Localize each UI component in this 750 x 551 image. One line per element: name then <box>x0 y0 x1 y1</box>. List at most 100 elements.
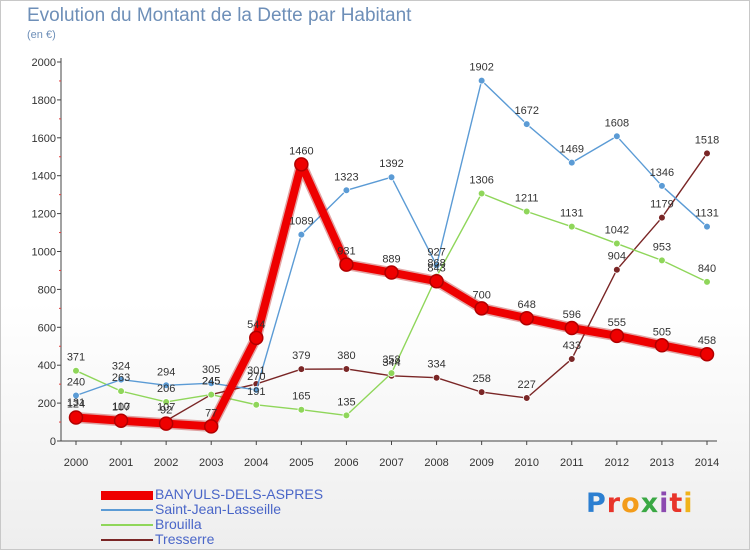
data-label: 294 <box>157 366 175 378</box>
data-label: 324 <box>112 361 130 373</box>
data-label: 165 <box>292 391 310 403</box>
data-label: 458 <box>698 335 716 347</box>
data-point <box>432 261 441 270</box>
data-label: 1179 <box>650 199 674 211</box>
logo-letter: o <box>621 488 641 519</box>
data-label: 1460 <box>289 145 313 157</box>
data-point <box>162 398 170 406</box>
data-point <box>158 416 174 431</box>
data-point <box>658 213 666 222</box>
x-tick-label: 2008 <box>424 457 448 469</box>
data-label: 1131 <box>560 208 584 220</box>
data-point <box>384 265 399 280</box>
legend-label: Saint-Jean-Lasseille <box>155 501 282 517</box>
chart-series <box>68 76 715 434</box>
legend-swatch <box>101 509 153 511</box>
data-label: 596 <box>563 309 581 321</box>
x-tick-label: 2001 <box>109 457 133 469</box>
data-label: 1042 <box>605 225 629 237</box>
data-point <box>477 388 486 396</box>
data-label: 77 <box>205 407 217 419</box>
data-label: 107 <box>157 402 175 414</box>
data-point <box>654 338 670 353</box>
data-label: 206 <box>157 383 175 395</box>
data-label: 334 <box>427 359 445 371</box>
data-point <box>342 186 351 195</box>
data-label: 358 <box>382 354 400 366</box>
data-point <box>207 379 216 388</box>
data-point <box>297 365 306 373</box>
data-label: 380 <box>337 350 355 362</box>
data-label: 1131 <box>695 208 719 220</box>
data-label: 1323 <box>334 171 358 183</box>
data-point <box>249 330 264 346</box>
data-label: 505 <box>653 326 671 338</box>
data-label: 868 <box>427 258 445 270</box>
data-point <box>252 401 261 409</box>
x-tick-label: 2010 <box>514 457 538 469</box>
data-point <box>387 369 396 377</box>
legend-swatch <box>101 524 153 526</box>
data-point <box>203 419 219 434</box>
data-label: 1608 <box>605 117 629 129</box>
data-point <box>162 381 170 390</box>
data-label: 1902 <box>469 62 493 74</box>
x-tick-label: 2009 <box>469 457 493 469</box>
legend-label: Tresserre <box>155 531 215 547</box>
data-label: 92 <box>160 405 172 417</box>
data-point <box>339 257 354 272</box>
data-label: 1306 <box>469 175 493 187</box>
x-tick-label: 2007 <box>379 457 403 469</box>
data-point <box>294 157 309 172</box>
data-label: 301 <box>247 365 265 377</box>
data-point <box>658 256 666 265</box>
proxiti-logo: Proxiti <box>586 488 694 519</box>
data-label: 927 <box>427 246 445 258</box>
legend-swatch <box>101 490 153 500</box>
data-label: 931 <box>337 246 355 258</box>
data-label: 1392 <box>379 158 403 170</box>
data-point <box>522 394 531 402</box>
data-point <box>207 390 216 399</box>
data-label: 1211 <box>515 193 539 205</box>
data-label: 1469 <box>560 144 584 156</box>
data-point <box>522 207 531 216</box>
data-point <box>477 189 486 198</box>
data-point <box>474 301 489 316</box>
data-point <box>613 132 621 141</box>
y-tick-label: 200 <box>38 398 56 410</box>
data-point <box>342 365 351 373</box>
logo-letter: P <box>586 488 607 519</box>
y-tick-label: 1600 <box>32 133 56 145</box>
data-point <box>519 310 534 326</box>
y-tick-label: 1800 <box>32 95 56 107</box>
y-tick-label: 2000 <box>32 57 56 69</box>
data-label: 245 <box>202 376 220 388</box>
data-label: 305 <box>202 364 220 376</box>
y-tick-label: 800 <box>38 284 56 296</box>
data-label: 648 <box>518 299 536 311</box>
chart-subtitle: (en €) <box>27 29 56 41</box>
data-label: 843 <box>427 262 445 274</box>
data-label: 700 <box>472 289 490 301</box>
data-label: 240 <box>67 377 85 389</box>
data-point <box>297 230 306 239</box>
data-point <box>567 158 576 167</box>
data-label: 124 <box>67 399 85 411</box>
y-tick-label: 1200 <box>32 209 56 221</box>
y-tick-label: 0 <box>50 436 56 448</box>
data-label: 227 <box>518 379 536 391</box>
data-point <box>703 149 711 158</box>
data-point <box>609 328 625 344</box>
data-point <box>658 182 666 190</box>
x-tick-label: 2006 <box>334 457 358 469</box>
data-label: 110 <box>112 401 130 413</box>
data-label: 371 <box>67 352 85 364</box>
series-line-3 <box>75 152 708 422</box>
logo-letter: r <box>606 488 622 519</box>
legend-label: BANYULS-DELS-ASPRES <box>155 486 324 502</box>
data-label: 1672 <box>514 105 538 117</box>
data-point <box>567 222 576 231</box>
